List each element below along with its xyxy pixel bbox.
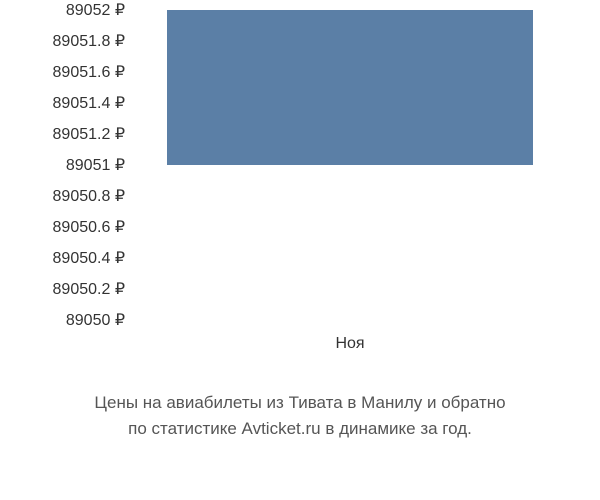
- caption-line2: по статистике Avticket.ru в динамике за …: [128, 419, 472, 438]
- chart-bar: [167, 10, 533, 165]
- chart-container: 89052 ₽ 89051.8 ₽ 89051.6 ₽ 89051.4 ₽ 89051.…: [0, 0, 600, 360]
- y-tick-label: 89051.6 ₽: [5, 62, 125, 82]
- y-tick-label: 89050.4 ₽: [5, 248, 125, 268]
- caption-line1: Цены на авиабилеты из Тивата в Манилу и …: [94, 393, 505, 412]
- x-tick-label: Ноя: [335, 335, 364, 353]
- chart-caption: Цены на авиабилеты из Тивата в Манилу и …: [0, 390, 600, 441]
- y-tick-label: 89051.4 ₽: [5, 93, 125, 113]
- y-tick-label: 89052 ₽: [5, 0, 125, 20]
- y-tick-label: 89051.2 ₽: [5, 124, 125, 144]
- y-tick-label: 89051.8 ₽: [5, 31, 125, 51]
- y-tick-label: 89050.8 ₽: [5, 186, 125, 206]
- y-tick-label: 89050.6 ₽: [5, 217, 125, 237]
- x-axis: Ноя: [135, 330, 565, 360]
- y-tick-label: 89050.2 ₽: [5, 279, 125, 299]
- y-tick-label: 89051 ₽: [5, 155, 125, 175]
- plot-area: [135, 10, 565, 320]
- y-tick-label: 89050 ₽: [5, 310, 125, 330]
- y-axis: 89052 ₽ 89051.8 ₽ 89051.6 ₽ 89051.4 ₽ 89051.…: [0, 0, 130, 330]
